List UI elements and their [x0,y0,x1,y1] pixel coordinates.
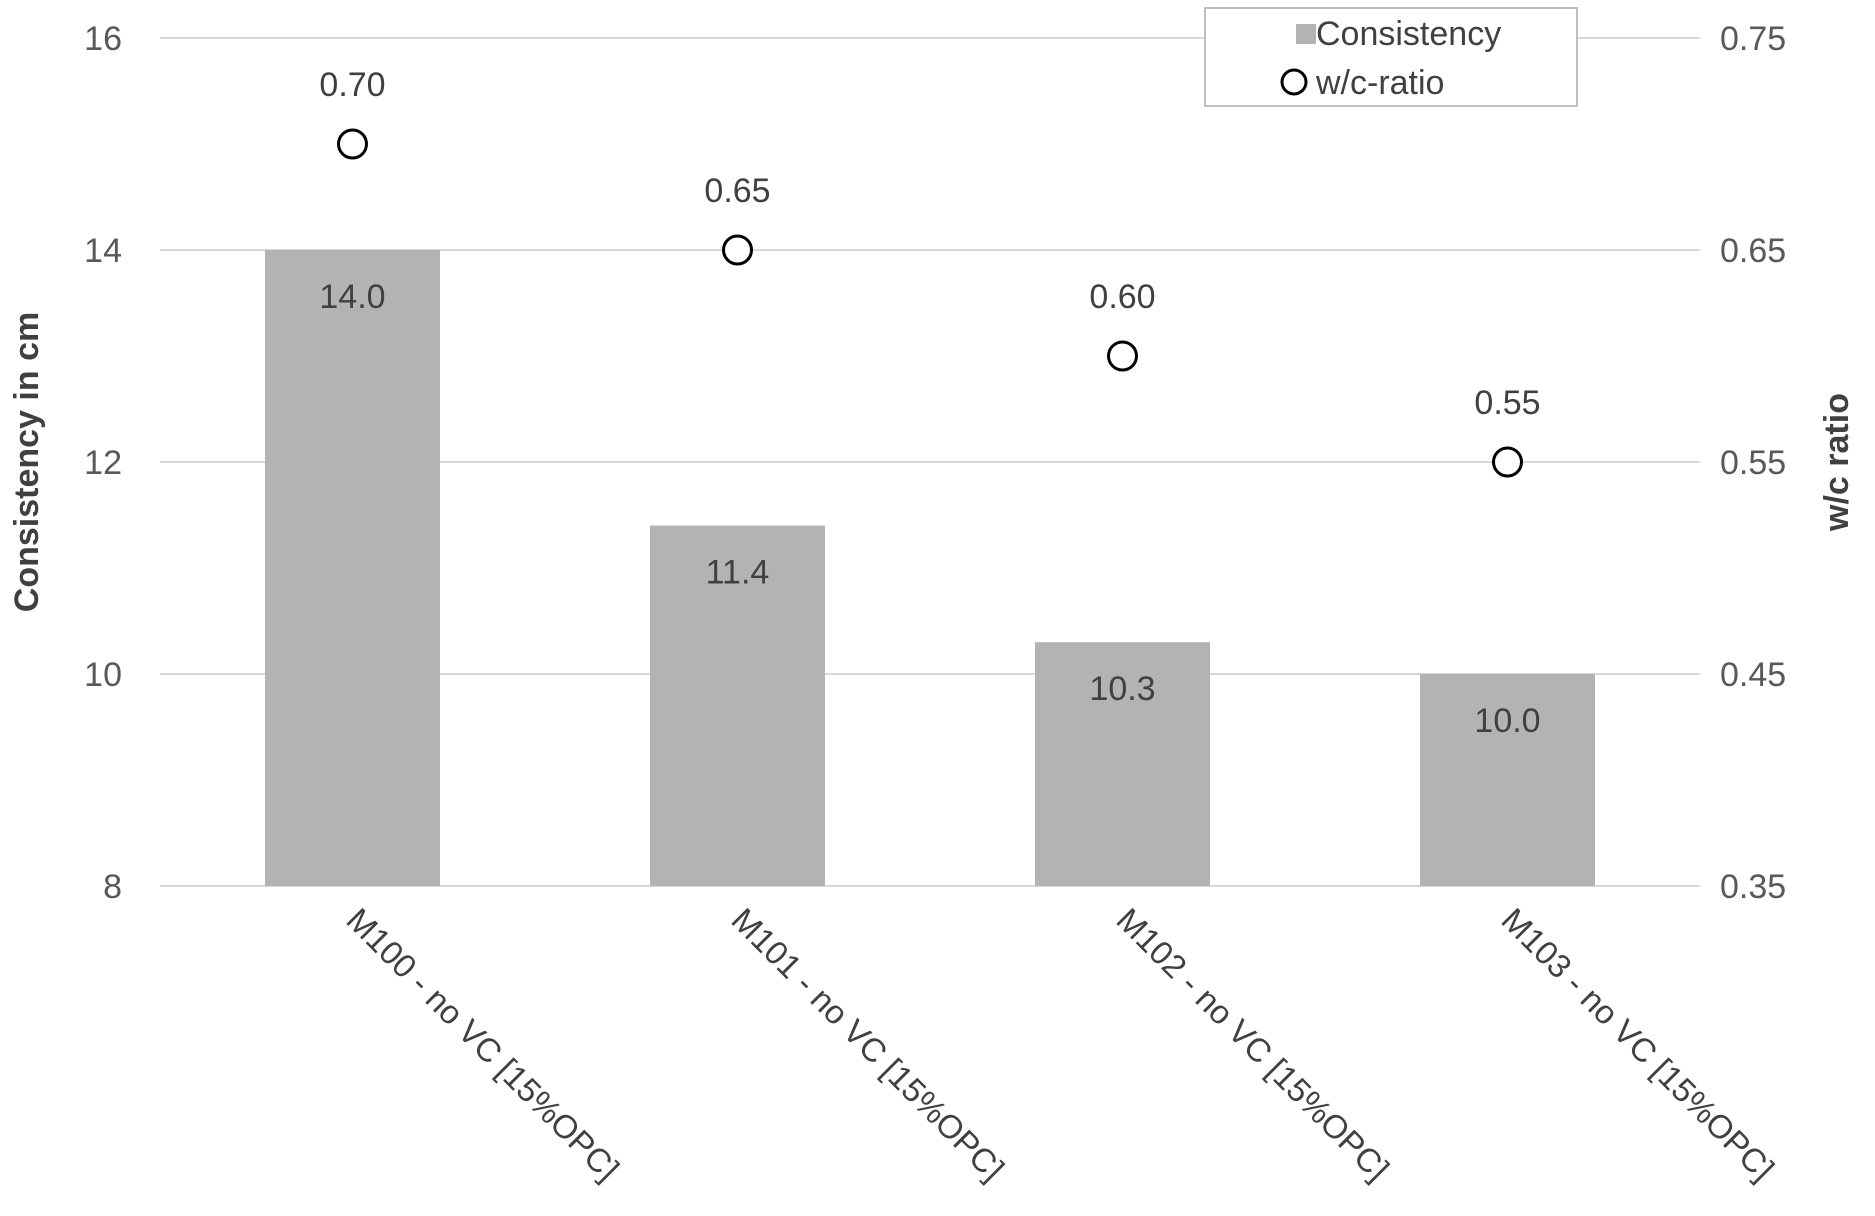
category-label: M101 - no VC [15%OPC] [725,901,1012,1188]
y-tick-label: 16 [84,20,122,58]
legend: Consistency w/c-ratio [1204,7,1578,107]
consistency-bar [1420,674,1595,886]
legend-label-wc-ratio: w/c-ratio [1315,64,1444,102]
y2-tick-label: 0.75 [1720,20,1786,58]
wc-ratio-marker [337,128,368,160]
consistency-bar [650,525,825,886]
y-tick-label: 12 [84,444,122,482]
category-label: M103 - no VC [15%OPC] [1495,901,1782,1188]
y2-tick-label: 0.35 [1720,868,1786,906]
y-tick-label: 14 [84,232,122,270]
wc-ratio-marker [1492,446,1523,478]
markers [337,128,1523,478]
y2-axis-title: w/c ratio [1818,393,1856,532]
wc-ratio-marker [722,234,753,266]
bars [265,250,1595,886]
wc-ratio-data-label: 0.55 [1474,384,1540,422]
consistency-data-label: 11.4 [706,554,770,592]
y2-tick-label: 0.65 [1720,232,1786,270]
wc-ratio-data-label: 0.70 [319,66,385,104]
y-tick-label: 8 [103,868,122,906]
legend-marker-wc-ratio [1280,68,1308,96]
consistency-bar [1035,642,1210,886]
legend-box [1204,7,1578,107]
y2-tick-label: 0.45 [1720,656,1786,694]
category-label: M100 - no VC [15%OPC] [340,901,627,1188]
legend-swatch-consistency [1296,24,1316,44]
wc-ratio-data-label: 0.65 [704,172,770,210]
wc-ratio-marker [1107,340,1138,372]
wc-ratio-data-label: 0.60 [1089,278,1155,316]
consistency-data-label: 10.3 [1089,670,1155,708]
consistency-bar [265,250,440,886]
y-tick-label: 10 [84,656,122,694]
category-label: M102 - no VC [15%OPC] [1110,901,1397,1188]
consistency-data-label: 14.0 [319,278,385,316]
y-axis-title: Consistency in cm [8,312,46,612]
y2-tick-label: 0.55 [1720,444,1786,482]
legend-label-consistency: Consistency [1316,15,1501,53]
consistency-data-label: 10.0 [1474,702,1540,740]
